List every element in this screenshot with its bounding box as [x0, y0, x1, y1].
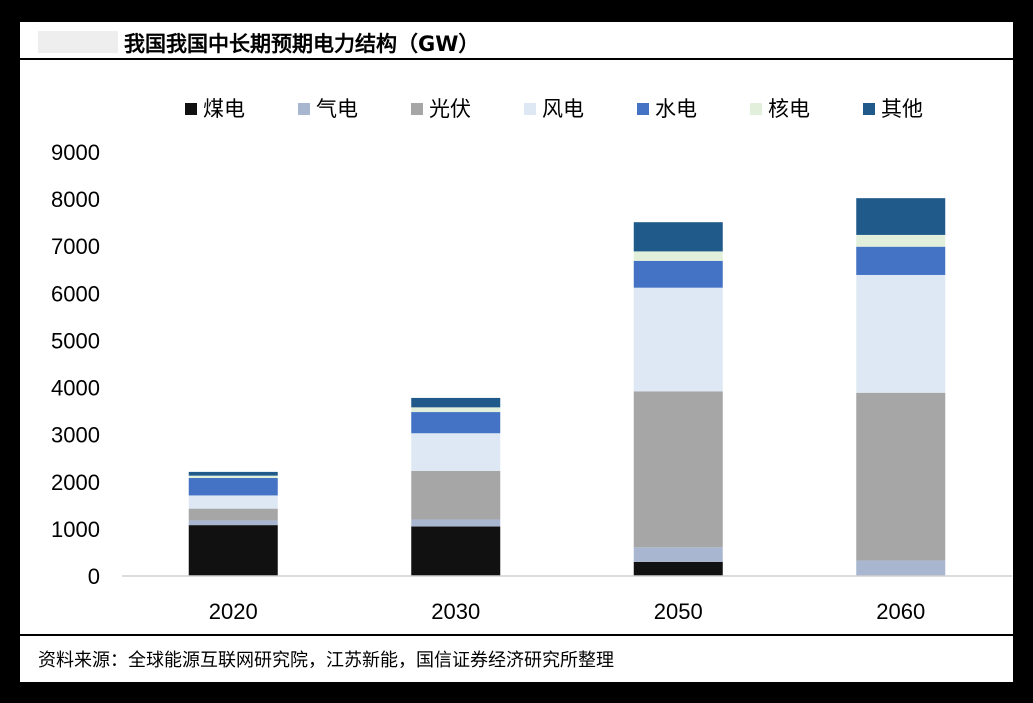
- bar-segment: [188, 508, 278, 521]
- legend-swatch: [411, 103, 423, 115]
- y-tick-label: 7000: [51, 234, 100, 259]
- bar-segment: [411, 470, 501, 520]
- bar-segment: [856, 392, 946, 561]
- bar-segment: [188, 475, 278, 479]
- bar-segment: [856, 274, 946, 393]
- legend-swatch: [637, 103, 649, 115]
- legend-label: 风电: [542, 97, 584, 121]
- y-tick-label: 5000: [51, 328, 100, 353]
- x-axis: 2020 2030 2050 2060: [209, 599, 925, 624]
- bar-segment: [188, 495, 278, 509]
- stacked-bar-chart: 煤电 气电 光伏 风电 水电 核电 其他 0 1000 2000 3000 4000 5000 6000…: [51, 97, 1012, 624]
- redacted-label: [38, 31, 118, 53]
- y-axis: 0 1000 2000 3000 4000 5000 6000 7000 8000 9000: [51, 140, 100, 589]
- y-tick-label: 8000: [51, 187, 100, 212]
- bar-segment: [856, 198, 946, 235]
- y-tick-label: 2000: [51, 470, 100, 495]
- bar-segment: [411, 526, 501, 576]
- x-tick-label: 2060: [876, 599, 925, 624]
- bar-segment: [633, 391, 723, 548]
- bar-segment: [411, 433, 501, 471]
- bar-segment: [411, 397, 501, 408]
- legend-swatch: [524, 103, 536, 115]
- y-tick-label: 0: [88, 564, 100, 589]
- x-tick-label: 2020: [209, 599, 258, 624]
- bar-segment: [856, 560, 946, 576]
- legend-label: 煤电: [203, 97, 245, 121]
- bar-segment: [188, 520, 278, 526]
- source-row: 资料来源：全球能源互联网研究院，江苏新能，国信证券经济研究所整理: [20, 634, 1013, 682]
- bar-segment: [411, 407, 501, 413]
- bar-segment: [188, 478, 278, 496]
- legend-label: 其他: [881, 97, 923, 121]
- bar-segment: [188, 525, 278, 576]
- chart-frame: 我国我国中长期预期电力结构（GW） 煤电 气电 光伏 风电 水电 核电 其他 0 1000 20…: [20, 22, 1013, 682]
- x-tick-label: 2030: [431, 599, 480, 624]
- legend-label: 光伏: [429, 97, 471, 121]
- bar-segment: [411, 519, 501, 527]
- legend: 煤电 气电 光伏 风电 水电 核电 其他: [185, 97, 923, 121]
- bar-segment: [633, 260, 723, 288]
- x-tick-label: 2050: [654, 599, 703, 624]
- legend-swatch: [298, 103, 310, 115]
- chart-title: 我国我国中长期预期电力结构（GW）: [124, 32, 480, 56]
- bars: [188, 198, 946, 576]
- legend-label: 气电: [316, 97, 358, 121]
- bar-segment: [856, 246, 946, 275]
- y-tick-label: 1000: [51, 517, 100, 542]
- bar-segment: [633, 251, 723, 261]
- title-row: 我国我国中长期预期电力结构（GW）: [20, 22, 1013, 60]
- y-tick-label: 4000: [51, 376, 100, 401]
- bar-segment: [633, 222, 723, 252]
- bar-segment: [188, 471, 278, 476]
- legend-swatch: [185, 103, 197, 115]
- bar-segment: [856, 234, 946, 247]
- legend-swatch: [863, 103, 875, 115]
- source-note: 资料来源：全球能源互联网研究院，江苏新能，国信证券经济研究所整理: [38, 650, 614, 671]
- legend-label: 水电: [655, 97, 697, 121]
- bar-segment: [633, 561, 723, 576]
- bar-segment: [633, 547, 723, 562]
- legend-label: 核电: [768, 97, 810, 121]
- bar-segment: [633, 287, 723, 392]
- y-tick-label: 6000: [51, 281, 100, 306]
- y-tick-label: 3000: [51, 423, 100, 448]
- legend-swatch: [750, 103, 762, 115]
- y-tick-label: 9000: [51, 140, 100, 165]
- bar-segment: [411, 412, 501, 434]
